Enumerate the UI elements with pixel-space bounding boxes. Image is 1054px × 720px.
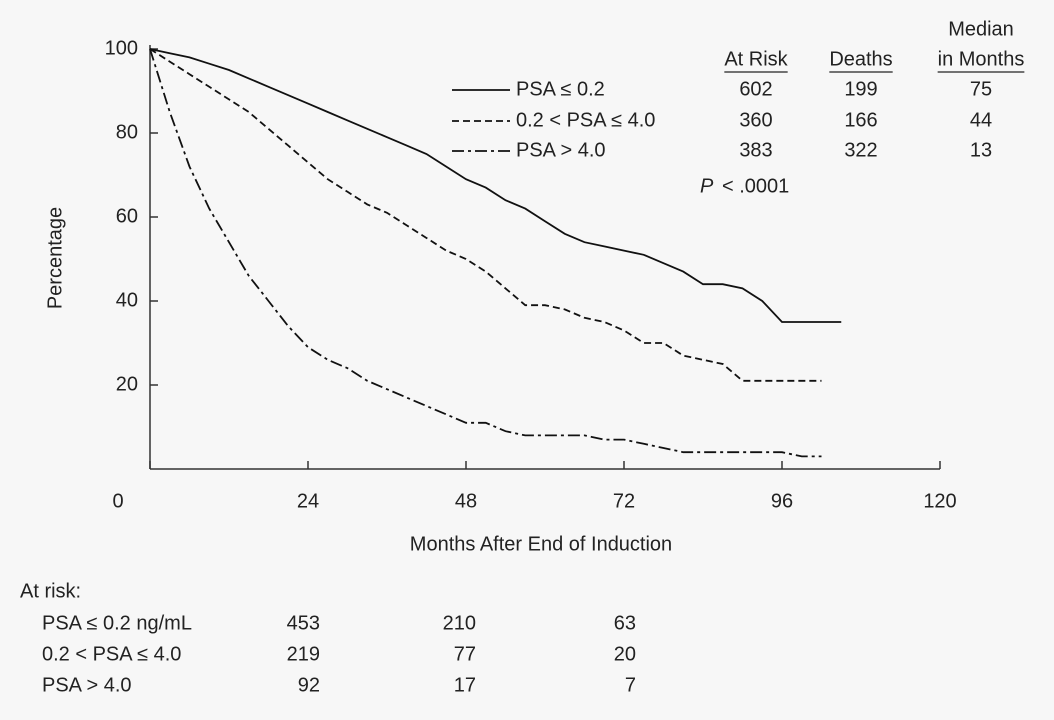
x-tick-label: 96 — [771, 490, 793, 512]
y-tick-label: 60 — [116, 205, 138, 227]
at-risk-label: PSA ≤ 0.2 ng/mL — [42, 612, 192, 634]
x-tick-label: 120 — [923, 490, 956, 512]
table-header: in Months — [938, 48, 1025, 70]
at-risk-label: 0.2 < PSA ≤ 4.0 — [42, 643, 181, 665]
at-risk-title: At risk: — [20, 580, 81, 602]
y-tick-label: 80 — [116, 121, 138, 143]
table-cell: 383 — [739, 139, 772, 161]
y-tick-label: 100 — [105, 37, 138, 59]
survival-curve — [149, 48, 822, 382]
at-risk-count: 7 — [625, 674, 636, 696]
y-tick-label: 40 — [116, 289, 138, 311]
legend-label: PSA ≤ 0.2 — [516, 78, 605, 100]
at-risk-count: 17 — [454, 674, 476, 696]
table-cell: 322 — [844, 139, 877, 161]
table-cell: 360 — [739, 109, 772, 131]
x-tick-label: 0 — [112, 490, 123, 512]
survival-curve — [149, 48, 842, 323]
at-risk-count: 63 — [614, 612, 636, 634]
p-value-symbol: P — [700, 175, 714, 197]
x-tick-label: 48 — [455, 490, 477, 512]
table-header: Median — [948, 18, 1014, 40]
table-header: Deaths — [829, 48, 892, 70]
table-cell: 602 — [739, 78, 772, 100]
y-axis-label: Percentage — [44, 207, 66, 309]
table-cell: 199 — [844, 78, 877, 100]
y-tick-label: 20 — [116, 373, 138, 395]
table-header: At Risk — [724, 48, 788, 70]
at-risk-label: PSA > 4.0 — [42, 674, 132, 696]
legend-label: PSA > 4.0 — [516, 139, 606, 161]
table-cell: 13 — [970, 139, 992, 161]
survival-curve — [149, 48, 822, 458]
at-risk-count: 77 — [454, 643, 476, 665]
legend-label: 0.2 < PSA ≤ 4.0 — [516, 109, 655, 131]
table-cell: 75 — [970, 78, 992, 100]
at-risk-count: 20 — [614, 643, 636, 665]
x-tick-label: 72 — [613, 490, 635, 512]
x-tick-label: 24 — [297, 490, 319, 512]
at-risk-count: 210 — [443, 612, 476, 634]
at-risk-count: 92 — [298, 674, 320, 696]
at-risk-count: 219 — [287, 643, 320, 665]
at-risk-count: 453 — [287, 612, 320, 634]
p-value: < .0001 — [722, 175, 789, 197]
table-cell: 166 — [844, 109, 877, 131]
table-cell: 44 — [970, 109, 992, 131]
x-axis-label: Months After End of Induction — [410, 533, 672, 555]
